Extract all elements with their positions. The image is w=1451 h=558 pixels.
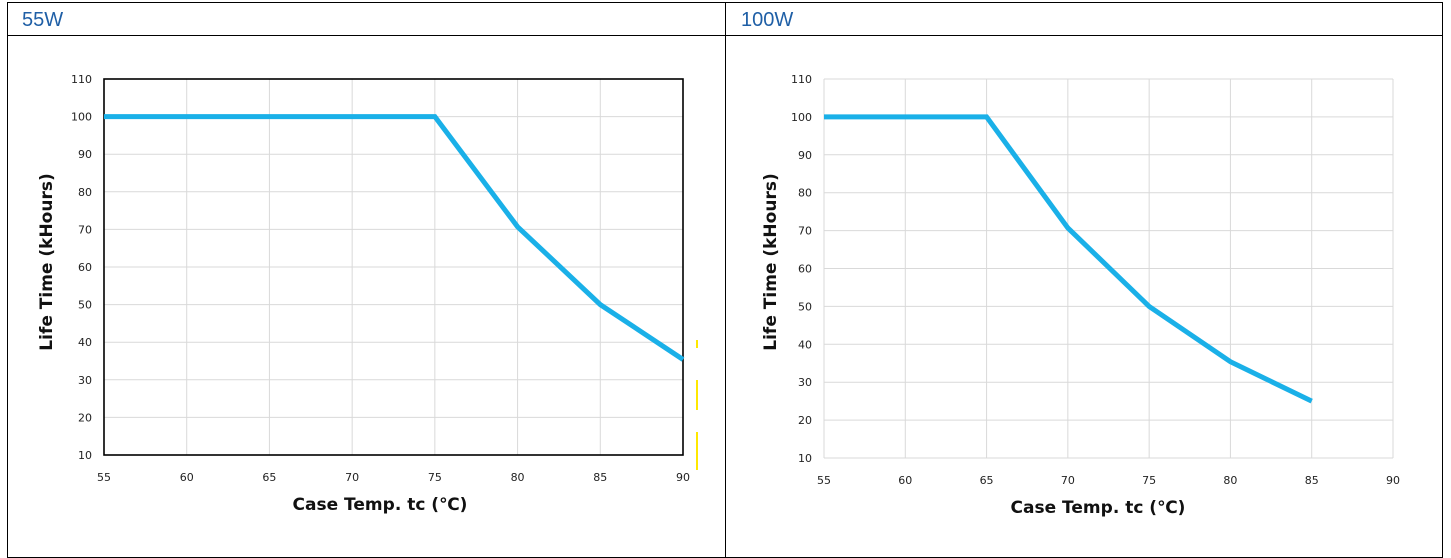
y-tick-label: 20 bbox=[798, 414, 812, 427]
y-tick-label: 80 bbox=[798, 187, 812, 200]
column-divider bbox=[725, 2, 726, 558]
x-tick-label: 60 bbox=[898, 474, 912, 487]
x-tick-label: 70 bbox=[345, 471, 359, 484]
y-axis-label: Life Time (kHours) bbox=[37, 173, 57, 350]
y-tick-label: 40 bbox=[78, 336, 92, 349]
x-tick-label: 75 bbox=[1142, 474, 1156, 487]
x-tick-label: 70 bbox=[1061, 474, 1075, 487]
y-tick-label: 50 bbox=[798, 300, 812, 313]
y-tick-label: 40 bbox=[798, 338, 812, 351]
y-tick-label: 110 bbox=[791, 73, 812, 86]
y-tick-label: 100 bbox=[71, 111, 92, 124]
y-tick-label: 110 bbox=[71, 73, 92, 86]
grid bbox=[823, 78, 1394, 459]
y-tick-label: 70 bbox=[798, 225, 812, 238]
y-tick-label: 10 bbox=[798, 452, 812, 465]
x-tick-label: 80 bbox=[511, 471, 525, 484]
x-axis-label: Case Temp. tc (℃) bbox=[1011, 498, 1186, 518]
y-tick-label: 50 bbox=[78, 299, 92, 312]
x-tick-label: 90 bbox=[676, 471, 690, 484]
y-axis-label: Life Time (kHours) bbox=[761, 173, 781, 350]
panel-header-100w: 100W bbox=[741, 9, 794, 31]
x-tick-label: 60 bbox=[180, 471, 194, 484]
y-tick-label: 10 bbox=[78, 449, 92, 462]
y-tick-label: 80 bbox=[78, 186, 92, 199]
x-tick-label: 65 bbox=[262, 471, 276, 484]
x-tick-label: 80 bbox=[1223, 474, 1237, 487]
y-tick-label: 70 bbox=[78, 223, 92, 236]
x-tick-label: 90 bbox=[1386, 474, 1400, 487]
y-tick-label: 30 bbox=[78, 374, 92, 387]
x-tick-label: 85 bbox=[593, 471, 607, 484]
x-tick-label: 65 bbox=[980, 474, 994, 487]
x-axis-label: Case Temp. tc (℃) bbox=[293, 495, 468, 515]
series-line bbox=[824, 114, 1313, 404]
grid bbox=[103, 78, 684, 456]
y-tick-label: 60 bbox=[798, 263, 812, 276]
x-tick-label: 85 bbox=[1305, 474, 1319, 487]
plot-area-border bbox=[103, 78, 684, 456]
y-tick-label: 100 bbox=[791, 111, 812, 124]
panel-header-55w: 55W bbox=[22, 9, 64, 31]
x-tick-label: 55 bbox=[97, 471, 111, 484]
x-tick-label: 55 bbox=[817, 474, 831, 487]
y-tick-label: 20 bbox=[78, 411, 92, 424]
y-tick-label: 90 bbox=[78, 148, 92, 161]
y-tick-label: 90 bbox=[798, 149, 812, 162]
y-tick-label: 60 bbox=[78, 261, 92, 274]
x-tick-label: 75 bbox=[428, 471, 442, 484]
header-row-divider bbox=[7, 35, 1443, 36]
y-tick-label: 30 bbox=[798, 376, 812, 389]
chart-55w: 10 20 30 40 50 60 70 80 90 100 110 55 60 65 70 75 80 85 90… bbox=[37, 73, 698, 515]
